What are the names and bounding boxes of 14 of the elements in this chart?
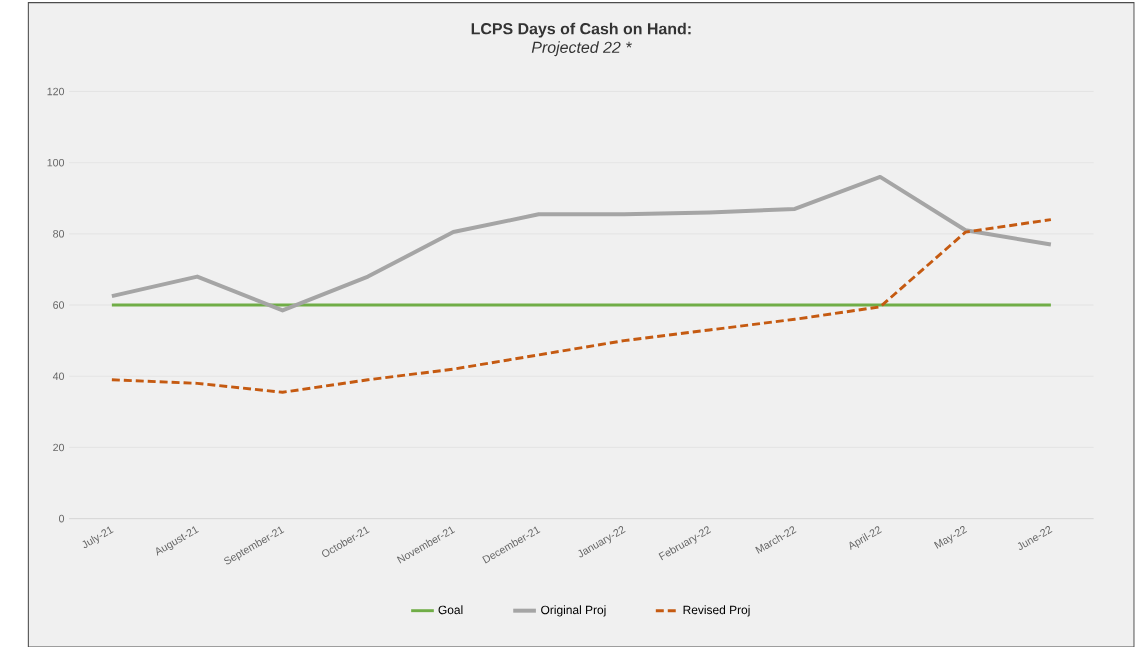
legend-label: Goal (438, 605, 463, 615)
line-series (110, 218, 1053, 394)
legend-label: Revised Proj (683, 605, 750, 617)
chart-subtitle: Projected 22 * (531, 41, 632, 57)
y-tick-label: 40 (52, 372, 65, 380)
chart-title: LCPS Days of Cash on Hand: (471, 22, 691, 38)
y-tick-label: 80 (53, 230, 65, 238)
line-series (109, 174, 1053, 313)
y-tick-label: 20 (53, 443, 65, 452)
y-tick-label: 100 (47, 158, 65, 167)
y-tick-label: 0 (58, 514, 65, 523)
legend-label: Original Proj (541, 605, 606, 617)
y-tick-label: 120 (47, 87, 65, 96)
y-tick-label: 60 (53, 301, 65, 309)
